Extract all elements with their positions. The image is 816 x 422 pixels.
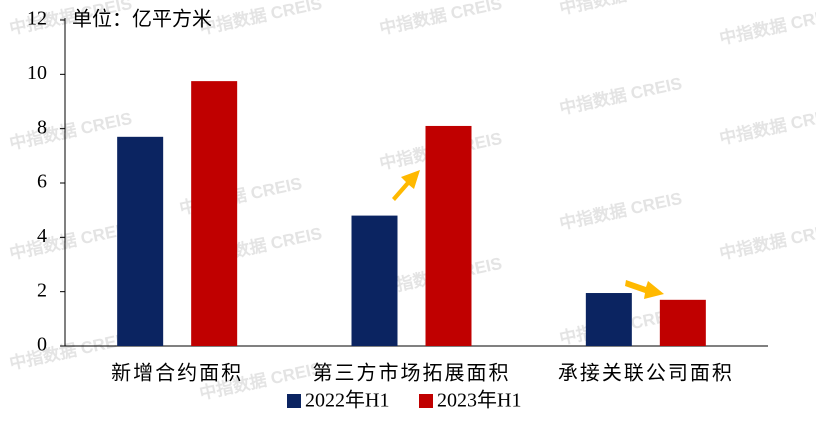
x-tick-label: 承接关联公司面积 [558,362,734,385]
watermark: 中指数据 CREIS [558,73,684,118]
legend-label: 2022年H1 [305,389,389,412]
arrow-up [392,170,420,201]
bar [585,293,632,346]
bar [117,136,164,346]
y-tick-label: 4 [37,225,47,247]
watermark: 中指数据 CREIS [8,108,134,153]
y-tick-label: 10 [27,62,47,84]
bar [659,299,706,346]
x-tick-label: 第三方市场拓展面积 [313,362,511,385]
arrow-down [625,280,664,299]
y-tick-label: 8 [37,116,47,138]
watermark: 中指数据 CREIS [558,0,684,18]
watermark: 中指数据 CREIS [718,218,816,263]
watermark: 中指数据 CREIS [378,0,504,38]
legend-swatch [287,394,301,408]
bar [351,215,398,346]
watermark: 中指数据 CREIS [718,3,816,48]
y-tick-label: 12 [27,8,47,30]
y-tick-label: 0 [37,334,47,356]
watermark: 中指数据 CREIS [198,0,324,38]
watermark: 中指数据 CREIS [558,188,684,233]
watermark: 中指数据 CREIS [718,103,816,148]
bar [191,81,238,346]
watermark: 中指数据 CREIS [8,218,134,263]
legend-swatch [419,394,433,408]
y-tick-label: 6 [37,171,47,193]
bar [425,125,472,346]
legend-label: 2023年H1 [437,389,521,412]
unit-annotation: 单位：亿平方米 [72,8,212,31]
x-tick-label: 新增合约面积 [111,362,243,385]
y-tick-label: 2 [37,279,47,301]
